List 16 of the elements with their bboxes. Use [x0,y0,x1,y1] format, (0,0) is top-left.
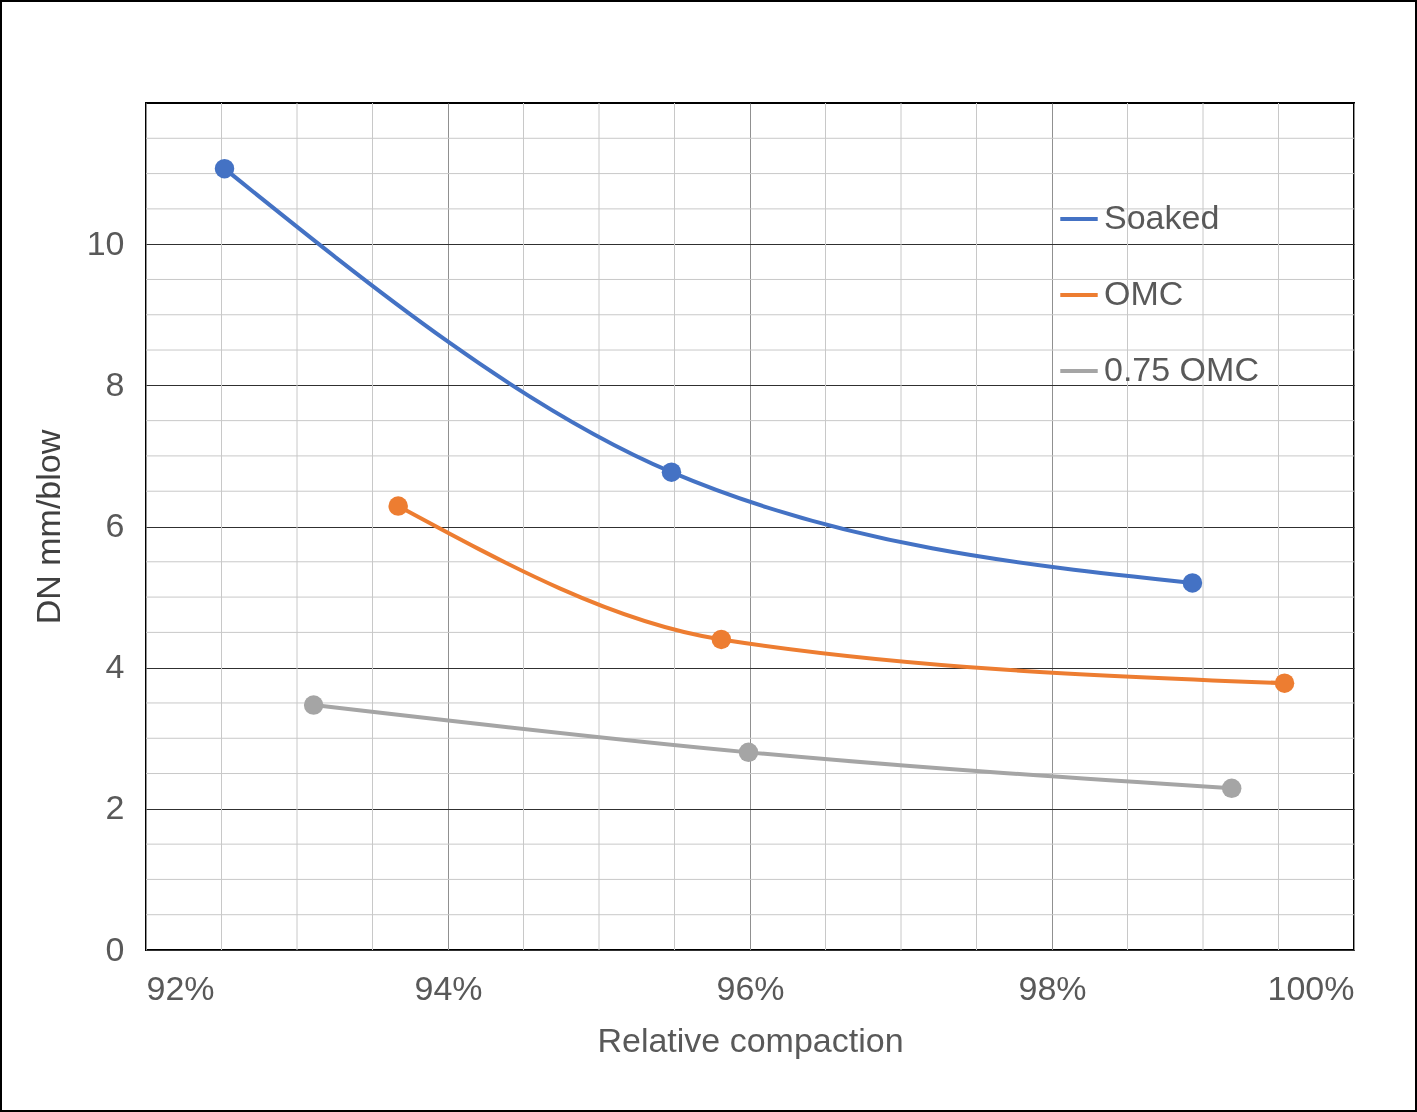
x-tick-label: 100% [1267,968,1355,1007]
x-tick-label: 94% [414,968,483,1007]
x-tick-label: 96% [716,968,785,1007]
y-tick-label: 6 [105,506,125,544]
x-tick-label: 92% [146,968,215,1007]
legend-label: 0.75 OMC [1104,350,1259,388]
legend-label: Soaked [1104,198,1220,236]
x-tick-label: 98% [1018,968,1087,1007]
y-tick-label: 2 [105,788,125,827]
y-tick-label: 0 [105,929,125,968]
y-axis-title: DN mm/blow [28,429,67,625]
x-axis-title: Relative compaction [597,1020,904,1059]
y-tick-label: 4 [105,647,125,686]
y-tick-label: 8 [105,364,125,403]
y-tick-label: 10 [86,223,125,262]
legend-label: OMC [1104,274,1184,312]
